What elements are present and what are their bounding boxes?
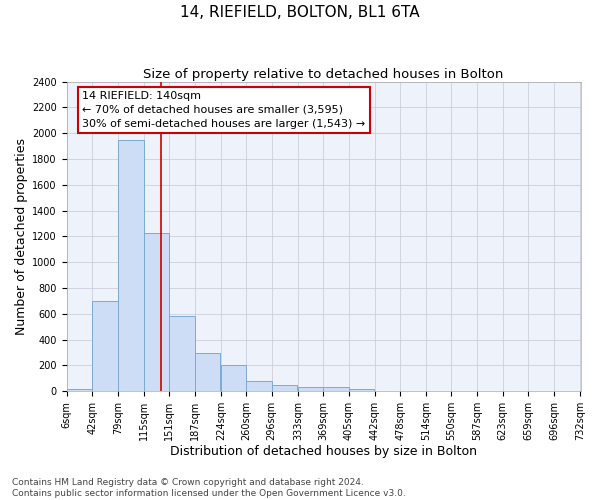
Bar [400, 390, 426, 391]
Bar [554, 390, 580, 391]
Bar [478, 390, 503, 391]
Bar [92, 301, 118, 391]
Bar [349, 390, 374, 391]
Bar [375, 390, 400, 391]
Bar [451, 390, 477, 391]
Bar [67, 390, 92, 391]
Bar [298, 388, 323, 391]
Bar [426, 390, 451, 391]
X-axis label: Distribution of detached houses by size in Bolton: Distribution of detached houses by size … [170, 444, 477, 458]
Bar [169, 316, 194, 391]
Bar [144, 232, 169, 391]
Bar [272, 386, 297, 391]
Text: 14 RIEFIELD: 140sqm
← 70% of detached houses are smaller (3,595)
30% of semi-det: 14 RIEFIELD: 140sqm ← 70% of detached ho… [82, 91, 365, 129]
Bar [194, 352, 220, 391]
Bar [118, 140, 144, 391]
Text: Contains HM Land Registry data © Crown copyright and database right 2024.
Contai: Contains HM Land Registry data © Crown c… [12, 478, 406, 498]
Text: 14, RIEFIELD, BOLTON, BL1 6TA: 14, RIEFIELD, BOLTON, BL1 6TA [180, 5, 420, 20]
Bar [246, 381, 272, 391]
Bar [503, 390, 529, 391]
Bar [529, 390, 554, 391]
Bar [221, 366, 246, 391]
Bar [323, 388, 349, 391]
Title: Size of property relative to detached houses in Bolton: Size of property relative to detached ho… [143, 68, 504, 80]
Y-axis label: Number of detached properties: Number of detached properties [15, 138, 28, 335]
